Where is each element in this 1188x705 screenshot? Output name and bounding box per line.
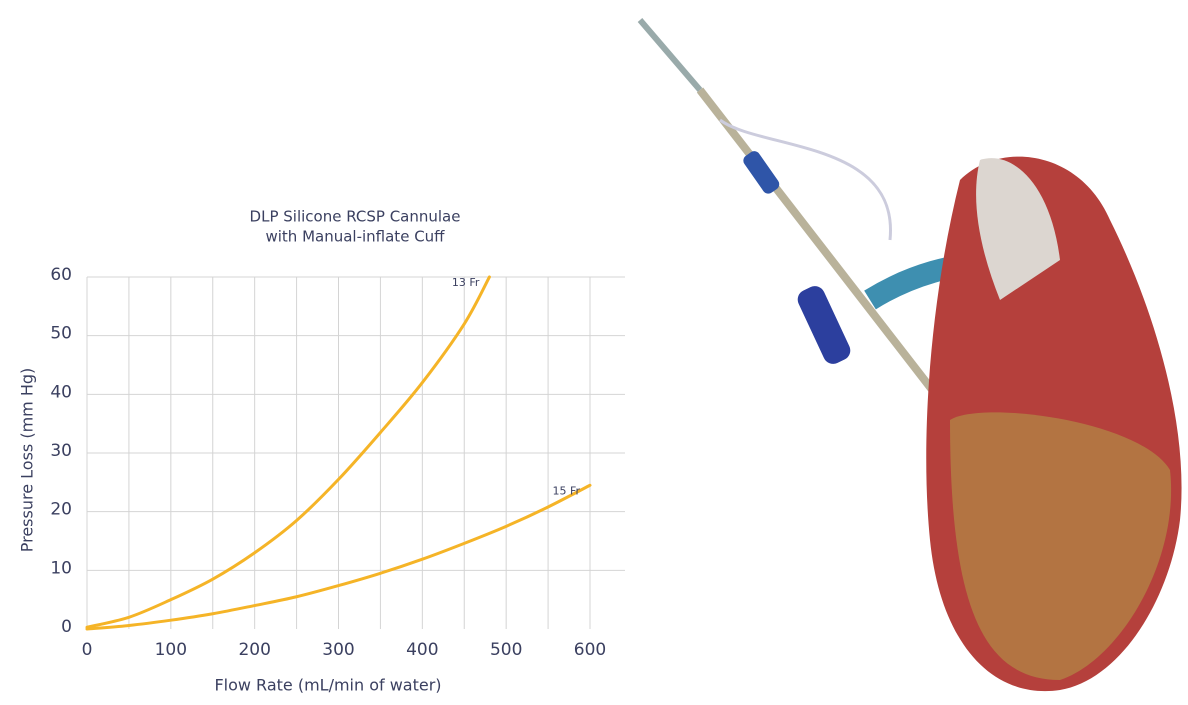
y-tick-label: 10: [50, 558, 72, 578]
x-axis-label: Flow Rate (mL/min of water): [214, 676, 441, 695]
y-tick-label: 60: [50, 265, 72, 285]
data-line: [85, 275, 491, 629]
x-tick-label: 500: [490, 640, 522, 660]
x-tick-label: 0: [82, 640, 93, 660]
chart-title: with Manual-inflate Cuff: [265, 228, 445, 246]
y-tick-label: 0: [61, 617, 72, 637]
y-tick-label: 40: [50, 382, 72, 402]
chart-title: DLP Silicone RCSP Cannulae: [250, 208, 461, 226]
series-label: 13 Fr: [452, 276, 480, 289]
x-tick-label: 200: [238, 640, 270, 660]
x-tick-label: 100: [155, 640, 187, 660]
y-axis-label: Pressure Loss (mm Hg): [18, 368, 37, 553]
y-tick-label: 30: [50, 441, 72, 461]
series-label: 15 Fr: [552, 484, 580, 497]
x-tick-label: 400: [406, 640, 438, 660]
x-tick-label: 300: [322, 640, 354, 660]
x-tick-label: 600: [574, 640, 606, 660]
y-tick-label: 20: [50, 500, 72, 520]
data-line: [85, 483, 592, 631]
device-illustration: [637, 18, 1182, 692]
y-tick-label: 50: [50, 324, 72, 344]
